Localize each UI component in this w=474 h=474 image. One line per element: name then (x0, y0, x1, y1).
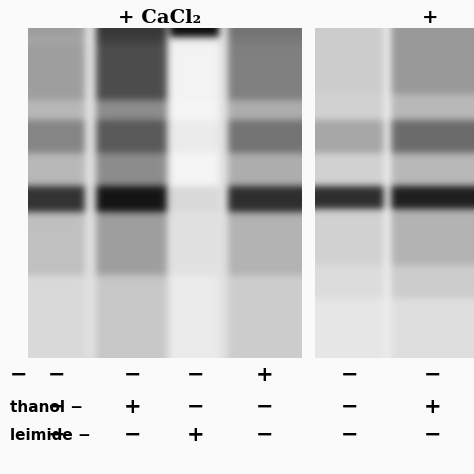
Text: −: − (424, 425, 441, 445)
Text: + CaCl₂: + CaCl₂ (118, 9, 201, 27)
Text: +: + (123, 397, 141, 417)
Text: +: + (256, 365, 274, 385)
Text: −: − (123, 365, 141, 385)
Text: −: − (341, 397, 359, 417)
Text: −: − (48, 365, 65, 385)
Text: leimide −: leimide − (10, 428, 91, 443)
Text: thanol −: thanol − (10, 400, 83, 414)
Text: −: − (341, 425, 359, 445)
Text: −: − (48, 397, 65, 417)
Text: −: − (48, 425, 65, 445)
Text: −: − (256, 397, 274, 417)
Text: −: − (123, 425, 141, 445)
Text: +: + (424, 397, 441, 417)
Text: −: − (186, 397, 204, 417)
Text: −: − (424, 365, 441, 385)
Text: −: − (256, 425, 274, 445)
Text: +: + (422, 9, 438, 27)
Text: −: − (10, 365, 27, 385)
Text: −: − (341, 365, 359, 385)
Text: −: − (186, 365, 204, 385)
Text: +: + (186, 425, 204, 445)
